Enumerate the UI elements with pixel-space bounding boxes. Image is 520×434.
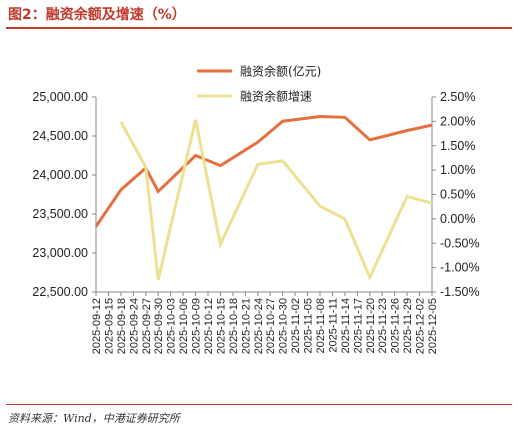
x-tick-label: 2025-10-30 xyxy=(278,298,290,354)
growth-point xyxy=(120,121,122,123)
x-tick-label: 2025-09-30 xyxy=(153,298,165,354)
x-tick-label: 2025-11-20 xyxy=(365,298,377,353)
right-tick-label: -1.50% xyxy=(440,285,480,299)
x-tick-label: 2025-09-12 xyxy=(91,298,103,354)
x-tick-label: 2025-11-11 xyxy=(327,298,339,353)
x-tick-label: 2025-10-06 xyxy=(178,298,190,354)
growth-point xyxy=(157,279,159,281)
x-tick-label: 2025-09-24 xyxy=(128,298,140,354)
right-tick-label: 1.00% xyxy=(440,163,475,177)
x-tick-label: 2025-11-14 xyxy=(340,298,352,353)
balance-point xyxy=(257,141,259,143)
left-tick-label: 23,500.00 xyxy=(32,207,88,221)
left-y-axis: 22,500.00 23,000.00 23,500.00 24,000.00 24,5… xyxy=(32,90,97,299)
balance-point xyxy=(406,130,408,132)
x-axis: 2025-09-12 2025-09-15 2025-09-18 2025-09-24… xyxy=(91,291,439,354)
balance-point xyxy=(319,116,321,117)
legend-label-growth: 融资余额增速 xyxy=(240,89,312,104)
growth-point xyxy=(145,166,147,168)
right-tick-label: 0.00% xyxy=(440,212,475,226)
footer-rule xyxy=(6,404,512,405)
x-tick-label: 2025-10-24 xyxy=(253,298,265,354)
growth-point xyxy=(319,205,321,207)
x-tick-label: 2025-10-18 xyxy=(228,298,240,354)
balance-point xyxy=(195,155,197,156)
left-tick-label: 22,500.00 xyxy=(32,285,88,299)
title-rule xyxy=(6,27,512,29)
x-tick-label: 2025-10-21 xyxy=(240,298,252,354)
balance-point xyxy=(431,124,433,126)
growth-point xyxy=(406,195,408,197)
balance-point xyxy=(369,139,371,141)
right-tick-label: 1.50% xyxy=(440,139,475,153)
x-tick-label: 2025-12-02 xyxy=(415,298,427,354)
growth-point xyxy=(195,119,197,121)
x-tick-label: 2025-11-08 xyxy=(315,298,327,353)
balance-point xyxy=(282,120,284,122)
growth-point xyxy=(282,160,284,162)
source-note: 资料来源：Wind，中港证券研究所 xyxy=(8,412,180,425)
x-tick-label: 2025-09-15 xyxy=(103,298,115,354)
x-tick-label: 2025-10-09 xyxy=(191,298,203,354)
x-tick-label: 2025-10-15 xyxy=(215,298,227,354)
left-tick-label: 24,000.00 xyxy=(32,168,88,182)
x-tick-label: 2025-10-12 xyxy=(203,298,215,354)
right-tick-label: 2.00% xyxy=(440,114,475,128)
growth-point xyxy=(369,276,371,278)
figure-title: 图2：融资余额及增速（%） xyxy=(8,7,186,23)
left-tick-label: 24,500.00 xyxy=(32,129,88,143)
x-tick-label: 2025-11-23 xyxy=(377,298,389,353)
balance-point xyxy=(219,165,221,167)
x-tick-label: 2025-11-17 xyxy=(352,298,364,353)
x-tick-label: 2025-11-02 xyxy=(290,298,302,353)
series-layer xyxy=(94,114,433,282)
x-tick-label: 2025-11-29 xyxy=(402,298,414,353)
x-tick-label: 2025-12-05 xyxy=(427,298,439,354)
growth-point xyxy=(219,243,221,245)
right-tick-label: 2.50% xyxy=(440,90,475,104)
right-y-axis: -1.50% -1.00% -0.50% 0.00% 0.50% 1.00% 1.50% 2.… xyxy=(431,90,480,299)
balance-point xyxy=(120,189,122,191)
balance-point xyxy=(157,190,159,192)
right-tick-label: 0.50% xyxy=(440,188,475,202)
x-tick-label: 2025-11-26 xyxy=(390,298,402,353)
left-tick-label: 25,000.00 xyxy=(32,90,88,104)
x-tick-label: 2025-09-18 xyxy=(116,298,128,354)
x-tick-label: 2025-11-05 xyxy=(303,298,315,353)
right-tick-label: -1.00% xyxy=(440,261,480,275)
growth-point xyxy=(344,218,346,220)
growth-point xyxy=(431,202,433,204)
x-tick-label: 2025-09-27 xyxy=(141,298,153,354)
legend-label-balance: 融资余额(亿元) xyxy=(240,64,321,79)
left-tick-label: 23,000.00 xyxy=(32,246,88,260)
growth-series-line xyxy=(119,119,433,282)
balance-point xyxy=(344,116,346,118)
x-tick-label: 2025-10-03 xyxy=(166,298,178,354)
growth-point xyxy=(257,163,259,165)
right-tick-label: -0.50% xyxy=(440,236,480,250)
legend: 融资余额(亿元) 融资余额增速 xyxy=(197,64,321,104)
balance-point xyxy=(95,225,97,227)
x-tick-label: 2025-10-27 xyxy=(265,298,277,354)
